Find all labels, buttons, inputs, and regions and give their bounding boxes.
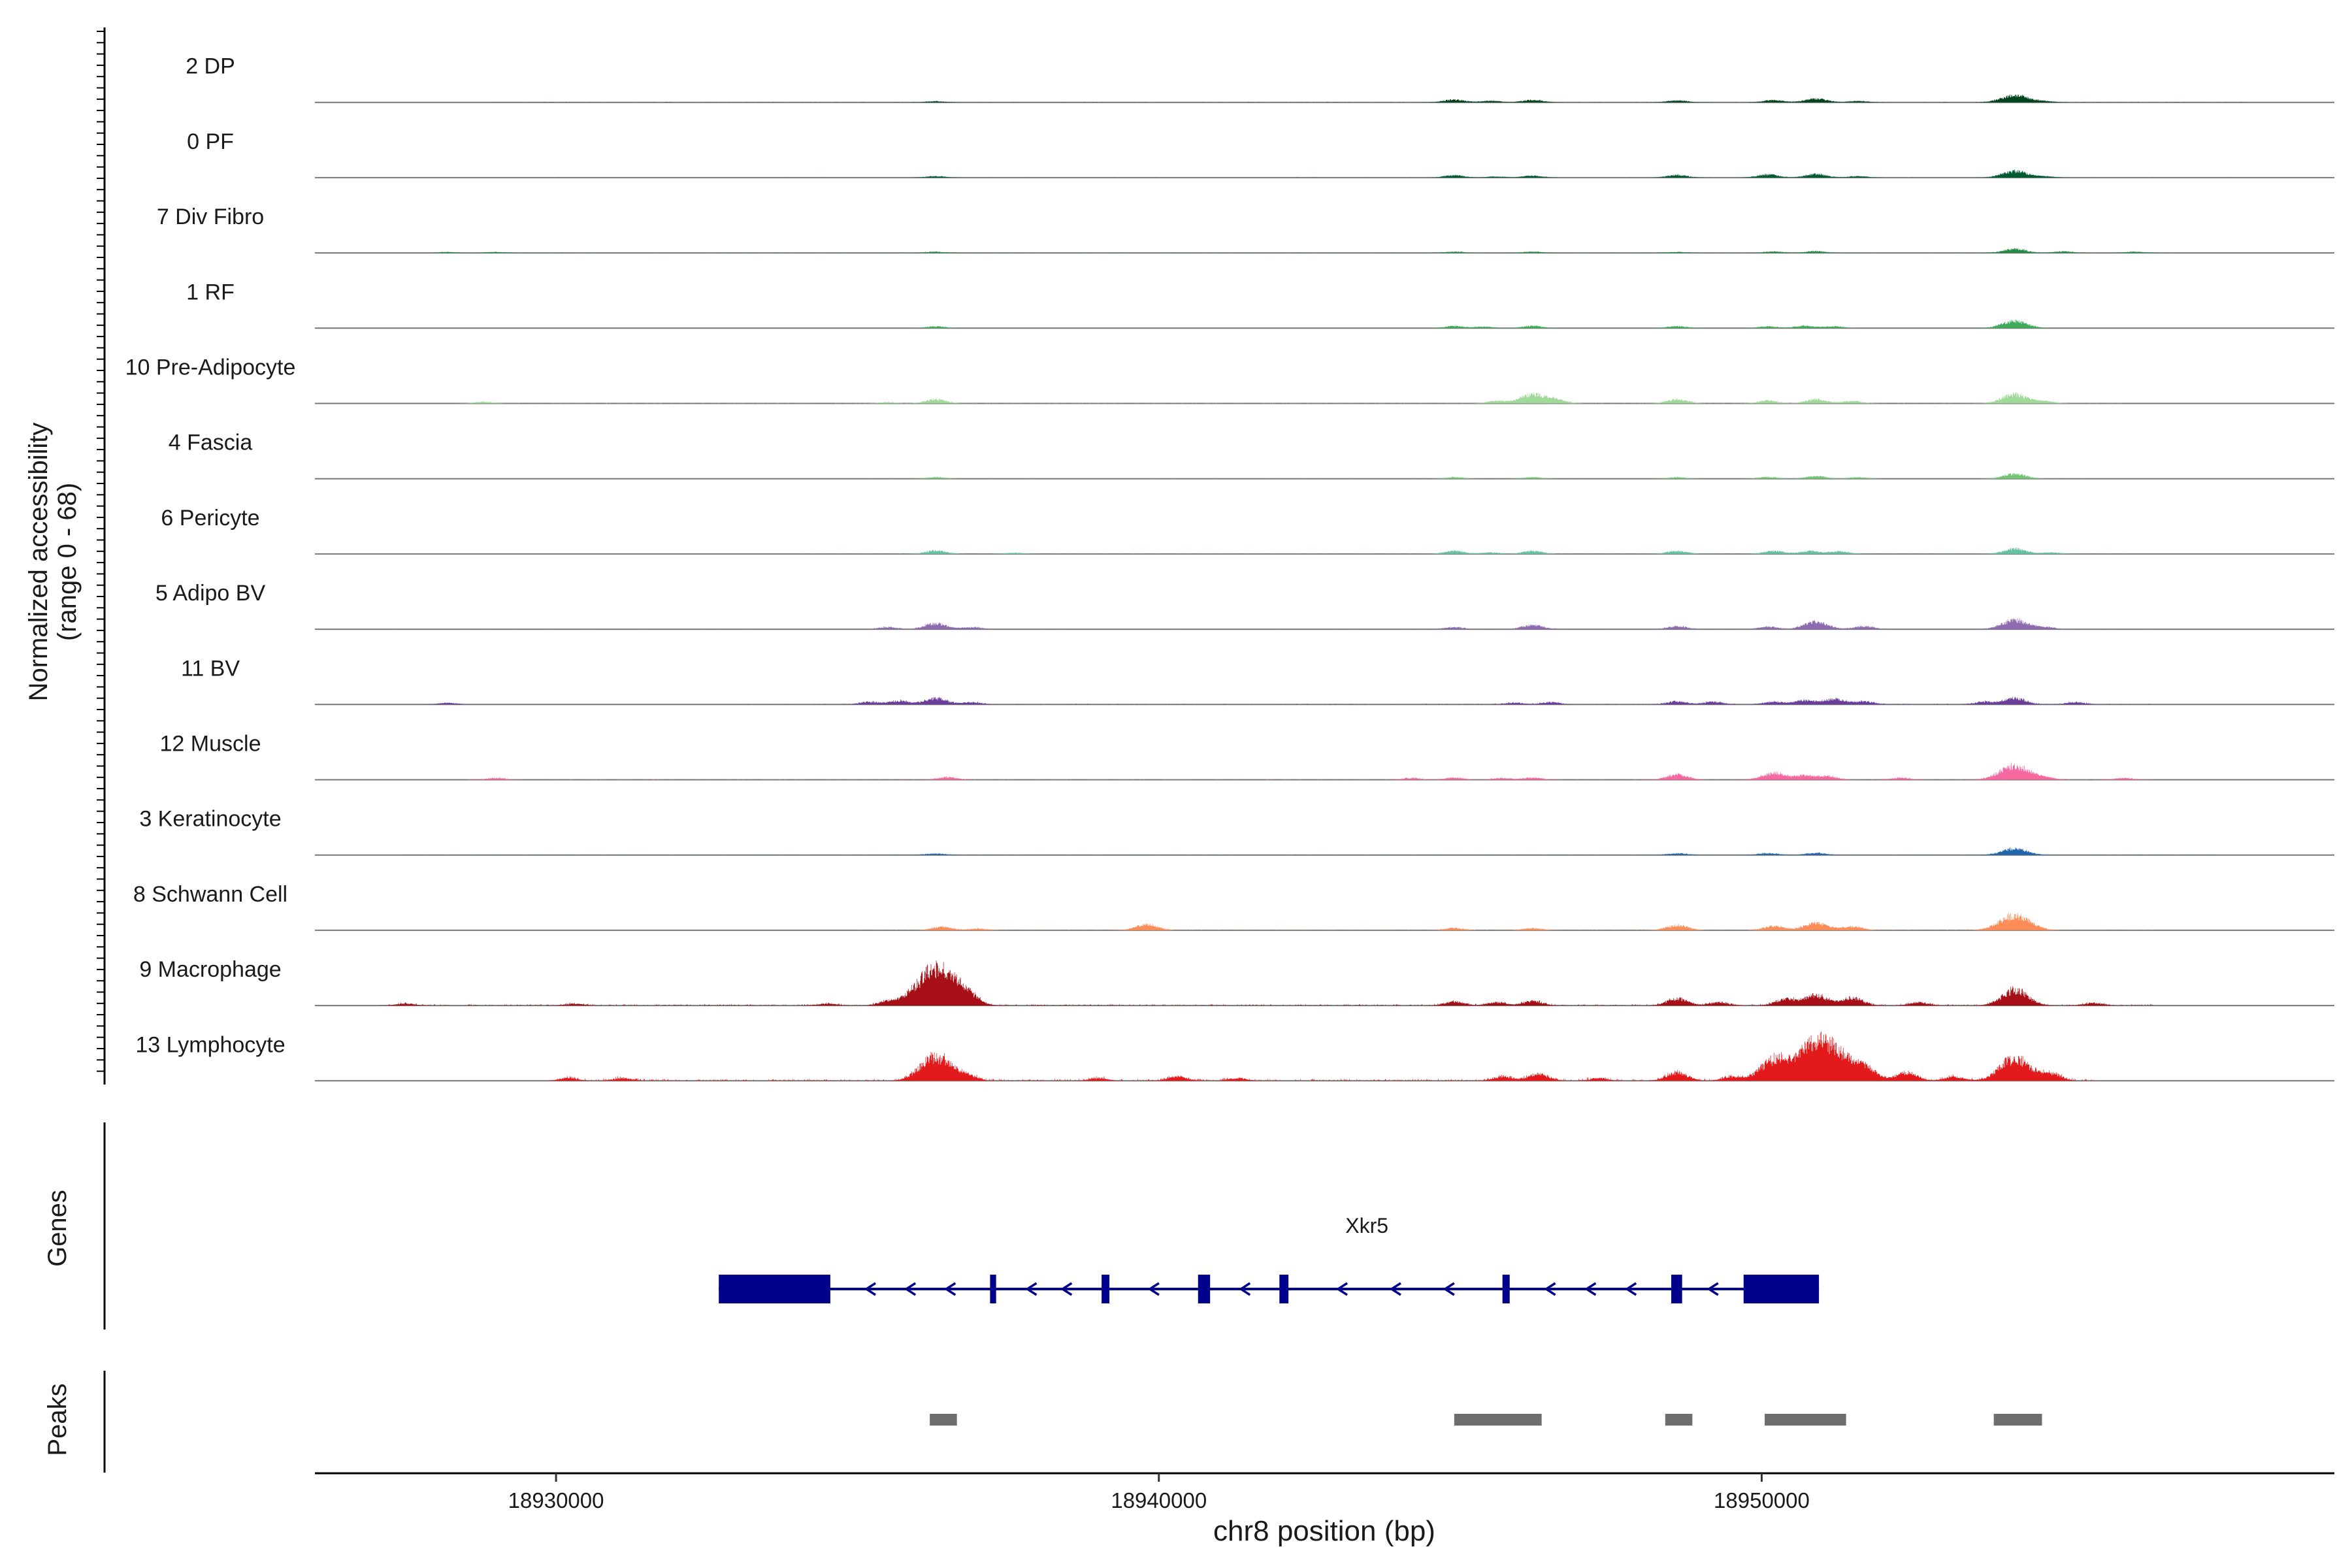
gene-exon: [1671, 1275, 1682, 1303]
track-label: 2 DP: [186, 54, 235, 79]
coverage-area: [315, 392, 2335, 404]
strand-arrow: [1389, 1282, 1401, 1296]
track-8-schwann-cell: 8 Schwann Cell: [133, 882, 2335, 931]
track-label: 5 Adipo BV: [155, 581, 266, 606]
track-3-keratinocyte: 3 Keratinocyte: [139, 807, 2335, 856]
strand-arrow: [1025, 1282, 1037, 1296]
coverage-area: [315, 847, 2335, 855]
track-12-muscle: 12 Muscle: [160, 732, 2335, 781]
gene-exon: [1102, 1275, 1110, 1303]
strand-arrow: [1707, 1282, 1719, 1296]
gene-exon: [1198, 1275, 1211, 1303]
track-label: 9 Macrophage: [139, 957, 281, 982]
track-label: 13 Lymphocyte: [135, 1032, 285, 1057]
track-label: 6 Pericyte: [161, 506, 259, 531]
y-axis-title-line2: (range 0 - 68): [53, 483, 82, 641]
strand-arrow: [1443, 1282, 1455, 1296]
strand-arrow: [1584, 1282, 1597, 1296]
y-axis-title-line1: Normalized accessibility: [24, 423, 53, 702]
strand-arrow: [1147, 1282, 1160, 1296]
coverage-area: [315, 169, 2335, 178]
coverage-area: [315, 472, 2335, 479]
gene-label: Xkr5: [1345, 1214, 1388, 1237]
track-5-adipo-bv: 5 Adipo BV: [155, 581, 2335, 630]
track-label: 10 Pre-Adipocyte: [125, 355, 296, 380]
coverage-area: [315, 762, 2335, 780]
strand-arrow: [1239, 1282, 1251, 1296]
track-label: 4 Fascia: [169, 431, 253, 455]
coverage-y-axis-ticks: [97, 31, 105, 1072]
coverage-area: [315, 1031, 2335, 1081]
x-axis-tick-label: 18940000: [1111, 1488, 1207, 1512]
x-axis-title: chr8 position (bp): [1213, 1515, 1435, 1547]
gene-model: Xkr5: [719, 1214, 1820, 1303]
coverage-area: [315, 547, 2335, 554]
track-label: 12 Muscle: [160, 732, 261, 757]
track-6-pericyte: 6 Pericyte: [161, 506, 2335, 555]
track-11-bv: 11 BV: [181, 656, 2335, 706]
strand-arrow: [1624, 1282, 1637, 1296]
track-label: 3 Keratinocyte: [139, 807, 281, 832]
track-4-fascia: 4 Fascia: [169, 431, 2335, 480]
gene-exon: [719, 1275, 830, 1303]
strand-arrow: [1335, 1282, 1348, 1296]
track-0-pf: 0 PF: [187, 129, 2335, 178]
coverage-area: [315, 94, 2335, 103]
strand-arrow: [1060, 1282, 1073, 1296]
track-label: 11 BV: [181, 656, 240, 681]
gene-exon: [1279, 1275, 1289, 1303]
track-1-rf: 1 RF: [186, 280, 2335, 329]
peak-region: [1993, 1414, 2042, 1426]
track-label: 1 RF: [186, 280, 235, 304]
peak-region: [1454, 1414, 1542, 1426]
peak-regions: [930, 1414, 2042, 1426]
strand-arrow: [864, 1282, 876, 1296]
track-10-pre-adipocyte: 10 Pre-Adipocyte: [125, 355, 2335, 404]
track-13-lymphocyte: 13 Lymphocyte: [135, 1031, 2335, 1082]
track-7-div-fibro: 7 Div Fibro: [157, 204, 2335, 254]
peaks-panel-label: Peaks: [43, 1383, 72, 1456]
gene-exon: [1743, 1275, 1820, 1303]
y-axis-title: Normalized accessibility (range 0 - 68): [24, 423, 82, 702]
coverage-area: [315, 960, 2335, 1006]
track-label: 7 Div Fibro: [157, 204, 264, 229]
track-2-dp: 2 DP: [186, 54, 2335, 103]
gene-exon: [1502, 1275, 1510, 1303]
coverage-area: [315, 618, 2335, 630]
peak-region: [930, 1414, 957, 1426]
genes-panel-label: Genes: [43, 1190, 72, 1267]
x-axis-tick-label: 18950000: [1714, 1488, 1810, 1512]
coverage-area: [315, 696, 2335, 705]
coverage-tracks: 2 DP 0 PF 7 Div Fibro 1 RF 10 Pre-Adipocyte 4…: [125, 54, 2335, 1082]
coverage-area: [315, 319, 2335, 329]
peak-region: [1665, 1414, 1693, 1426]
track-9-macrophage: 9 Macrophage: [139, 957, 2335, 1007]
coverage-area: [315, 248, 2335, 253]
peak-region: [1765, 1414, 1846, 1426]
x-axis-tick-label: 18930000: [508, 1488, 604, 1512]
coverage-area: [315, 913, 2335, 930]
strand-arrow: [904, 1282, 917, 1296]
track-label: 0 PF: [187, 129, 234, 154]
track-label: 8 Schwann Cell: [133, 882, 287, 907]
strand-arrow: [944, 1282, 956, 1296]
x-axis-ticks: 18930000 18940000 18950000: [508, 1473, 1810, 1512]
gene-exon: [990, 1275, 996, 1303]
strand-arrow: [1544, 1282, 1556, 1296]
